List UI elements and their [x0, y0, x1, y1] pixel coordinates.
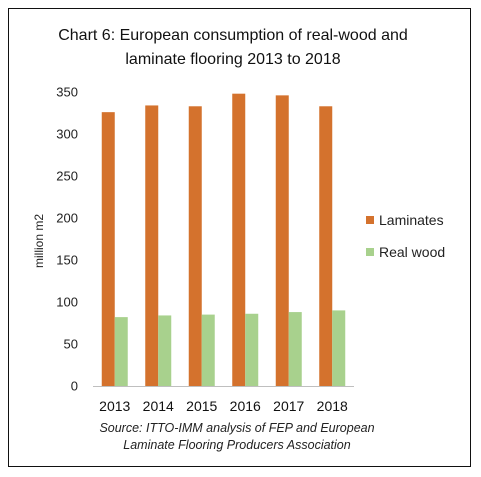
source-line-1: Source: ITTO-IMM analysis of FEP and Eur…	[99, 421, 374, 435]
chart-title-line-1: Chart 6: European consumption of real-wo…	[58, 27, 408, 44]
bar-real-wood-2014	[158, 315, 172, 386]
bar-laminates-2013	[101, 112, 115, 386]
y-tick-label-300: 300	[56, 127, 78, 142]
x-axis-ticks: 2013 2014 2015 2016 2017 2018	[99, 398, 348, 414]
bar-real-wood-2018	[332, 310, 346, 386]
x-tick-label-2016: 2016	[230, 398, 261, 414]
x-tick-label-2014: 2014	[143, 398, 174, 414]
bar-laminates-2014	[145, 105, 159, 386]
y-tick-label-200: 200	[56, 211, 78, 226]
bar-real-wood-2015	[201, 314, 215, 386]
x-tick-label-2013: 2013	[99, 398, 130, 414]
y-axis-ticks: 0 50 100 150 200 250 300 350	[56, 85, 78, 394]
bar-real-wood-2016	[245, 313, 259, 386]
chart-title-line-2: laminate flooring 2013 to 2018	[125, 51, 340, 68]
legend-label-laminates: Laminates	[379, 212, 444, 228]
bar-laminates-2015	[188, 106, 202, 386]
chart-frame: Chart 6: European consumption of real-wo…	[8, 8, 471, 467]
y-tick-label-350: 350	[56, 85, 78, 100]
y-tick-label-150: 150	[56, 253, 78, 268]
bar-real-wood-2017	[288, 312, 302, 386]
y-axis-label: million m2	[32, 214, 46, 268]
y-tick-label-250: 250	[56, 169, 78, 184]
y-tick-label-50: 50	[64, 337, 78, 352]
x-tick-label-2018: 2018	[317, 398, 348, 414]
bar-laminates-2017	[275, 95, 289, 387]
chart-svg: Chart 6: European consumption of real-wo…	[32, 27, 445, 452]
legend-swatch-laminates	[366, 216, 374, 224]
bar-laminates-2018	[319, 106, 333, 386]
y-tick-label-0: 0	[71, 379, 78, 394]
bar-laminates-2016	[232, 93, 246, 387]
source-line-2: Laminate Flooring Producers Association	[123, 438, 350, 452]
legend: Laminates Real wood	[366, 212, 445, 260]
bars	[101, 93, 346, 387]
x-tick-label-2017: 2017	[273, 398, 304, 414]
legend-label-real-wood: Real wood	[379, 244, 445, 260]
y-tick-label-100: 100	[56, 295, 78, 310]
legend-swatch-real-wood	[366, 248, 374, 256]
x-tick-label-2015: 2015	[186, 398, 217, 414]
bar-real-wood-2013	[114, 317, 128, 386]
